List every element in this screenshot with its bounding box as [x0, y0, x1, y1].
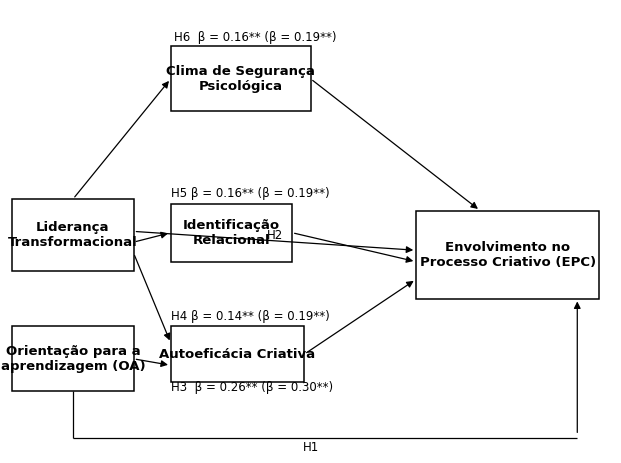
Text: H5 β = 0.16** (β = 0.19**): H5 β = 0.16** (β = 0.19**)	[171, 188, 329, 200]
Text: Liderança
Transformacional: Liderança Transformacional	[8, 221, 138, 249]
Text: H3  β = 0.26** (β = 0.30**): H3 β = 0.26** (β = 0.30**)	[171, 382, 333, 394]
Text: H6  β = 0.16** (β = 0.19**): H6 β = 0.16** (β = 0.19**)	[174, 31, 337, 44]
Text: H4 β = 0.14** (β = 0.19**): H4 β = 0.14** (β = 0.19**)	[171, 310, 330, 323]
Text: Autoeficácia Criativa: Autoeficácia Criativa	[160, 348, 315, 361]
FancyBboxPatch shape	[171, 46, 310, 111]
Text: Identificação
Relacional: Identificação Relacional	[183, 219, 280, 247]
FancyBboxPatch shape	[12, 326, 134, 391]
Text: Clima de Segurança
Psicológica: Clima de Segurança Psicológica	[166, 65, 315, 93]
FancyBboxPatch shape	[171, 326, 304, 382]
Text: Orientação para a
aprendizagem (OA): Orientação para a aprendizagem (OA)	[1, 345, 145, 373]
Text: Envolvimento no
Processo Criativo (EPC): Envolvimento no Processo Criativo (EPC)	[420, 241, 596, 269]
Text: H2: H2	[267, 229, 283, 242]
FancyBboxPatch shape	[171, 204, 292, 262]
Text: H1: H1	[302, 441, 319, 454]
FancyBboxPatch shape	[12, 199, 134, 271]
FancyBboxPatch shape	[416, 211, 599, 299]
